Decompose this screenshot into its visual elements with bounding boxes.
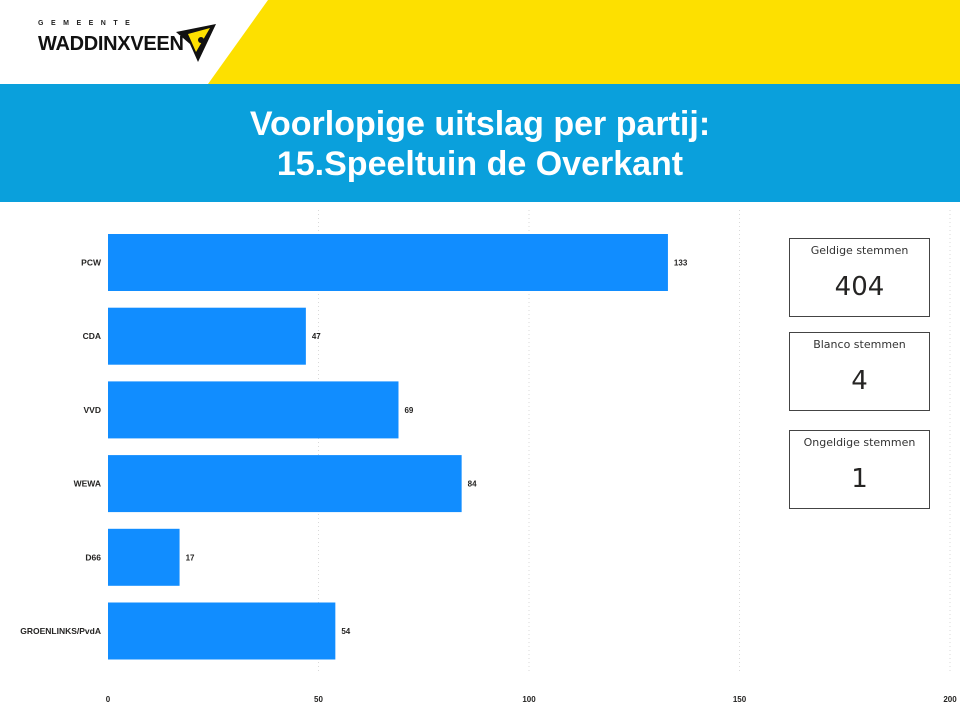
invalid-votes-card: Ongeldige stemmen 1 [789, 430, 930, 509]
invalid-votes-value: 1 [851, 464, 868, 494]
valid-votes-label: Geldige stemmen [810, 244, 909, 257]
page-title-line1: Voorlopige uitslag per partij: [249, 105, 711, 143]
x-tick-label: 0 [106, 695, 111, 704]
category-label: CDA [83, 331, 101, 341]
blank-votes-label: Blanco stemmen [813, 338, 906, 351]
x-tick-label: 100 [522, 695, 536, 704]
logo-emblem-icon [176, 24, 216, 62]
category-label: WEWA [74, 479, 101, 489]
data-label: 69 [404, 406, 413, 415]
category-label: VVD [84, 405, 101, 415]
category-label: PCW [81, 258, 102, 268]
bar [108, 307, 306, 365]
waddinxveen-logo: GEMEENTE WADDINXVEEN [38, 20, 218, 64]
page-title-line2: 15.Speeltuin de Overkant [276, 145, 684, 183]
bar-chart: 0 50 100 150 200 PCW 133 CDA 47 VVD 69 WEWA 84 D66 17 G… [20, 210, 957, 704]
data-label: 54 [341, 627, 350, 636]
data-label: 84 [468, 480, 477, 489]
x-tick-label: 50 [314, 695, 323, 704]
bar [108, 455, 462, 513]
invalid-votes-label: Ongeldige stemmen [803, 436, 916, 449]
valid-votes-value: 404 [834, 272, 885, 302]
blank-votes-value: 4 [851, 366, 868, 396]
blank-votes-card: Blanco stemmen 4 [789, 332, 930, 411]
x-tick-label: 200 [943, 695, 957, 704]
category-label: D66 [85, 552, 101, 562]
bar [108, 602, 336, 660]
bar [108, 381, 399, 439]
title-band: Voorlopige uitslag per partij: 15.Speelt… [0, 84, 960, 202]
valid-votes-card: Geldige stemmen 404 [789, 238, 930, 317]
bar [108, 234, 668, 291]
data-label: 133 [674, 259, 688, 268]
logo-name-text: WADDINXVEEN [38, 33, 184, 55]
data-label: 17 [186, 553, 195, 562]
logo-small-text: GEMEENTE [38, 20, 138, 27]
x-tick-label: 150 [733, 695, 747, 704]
data-label: 47 [312, 332, 321, 341]
header-band [0, 0, 960, 84]
yellow-band [208, 0, 960, 84]
category-label: GROENLINKS/PvdA [20, 626, 101, 636]
bar [108, 528, 180, 586]
